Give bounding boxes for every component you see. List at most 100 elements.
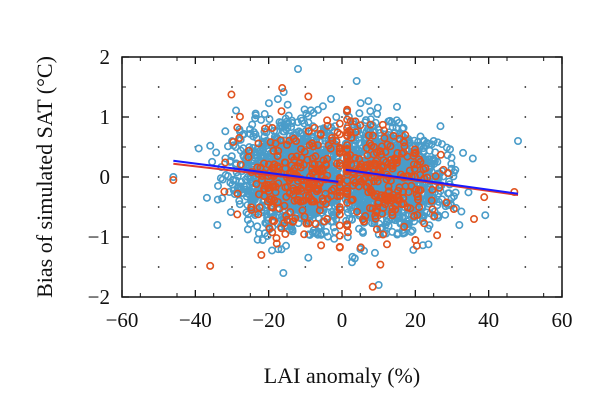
red-point xyxy=(280,158,289,167)
grid-dot xyxy=(231,86,233,88)
blue-point xyxy=(243,225,252,234)
red-point xyxy=(411,148,420,157)
red-point xyxy=(335,147,344,156)
red-point xyxy=(381,148,390,157)
blue-point xyxy=(246,196,255,205)
red-point xyxy=(314,185,323,194)
red-point xyxy=(247,203,256,212)
red-point xyxy=(220,187,229,196)
blue-point xyxy=(277,245,286,254)
blue-point xyxy=(232,106,241,115)
red-point xyxy=(369,131,378,140)
red-point xyxy=(289,186,298,195)
red-point xyxy=(389,131,398,140)
red-point xyxy=(381,200,390,209)
blue-point xyxy=(451,188,460,197)
red-point xyxy=(391,205,400,214)
blue-point xyxy=(348,252,357,261)
x-tick-label: 20 xyxy=(405,308,426,332)
blue-point xyxy=(424,240,433,249)
grid-dot xyxy=(524,236,527,238)
blue-point xyxy=(352,77,361,86)
red-point xyxy=(283,140,292,149)
grid-dot xyxy=(451,236,453,238)
red-point xyxy=(311,219,320,228)
grid-dot xyxy=(194,236,197,238)
grid-dot xyxy=(487,116,490,118)
blue-point xyxy=(206,141,215,150)
blue-point xyxy=(384,117,393,126)
y-axis-title: Bias of simulated SAT (°C) xyxy=(32,56,57,298)
blue-point xyxy=(260,110,269,119)
blue-point xyxy=(283,100,292,109)
blue-point xyxy=(226,178,235,187)
y-tick-label: −2 xyxy=(88,285,110,309)
red-point xyxy=(335,205,344,214)
red-point xyxy=(428,205,437,214)
red-point xyxy=(317,241,326,250)
blue-point xyxy=(384,221,393,230)
grid-dot xyxy=(267,86,270,88)
red-point xyxy=(343,153,352,162)
blue-point xyxy=(213,195,222,204)
red-point xyxy=(327,186,336,195)
red-point xyxy=(274,147,283,156)
red-point xyxy=(335,221,344,230)
red-point xyxy=(410,145,419,154)
red-point xyxy=(304,92,313,101)
red-point xyxy=(305,141,314,150)
blue-point xyxy=(279,88,288,97)
blue-point xyxy=(366,107,375,116)
red-point xyxy=(335,231,344,240)
red-point xyxy=(268,228,277,237)
grid-dot xyxy=(157,86,160,88)
blue-point xyxy=(253,222,262,231)
red-point xyxy=(266,138,275,147)
red-point xyxy=(261,124,270,133)
blue-point xyxy=(351,141,360,150)
y-tick-label: 2 xyxy=(100,45,111,69)
red-point xyxy=(300,196,309,205)
blue-point xyxy=(246,186,255,195)
red-point xyxy=(343,107,352,116)
red-point xyxy=(372,190,381,199)
red-point xyxy=(391,201,400,210)
red-point xyxy=(372,225,381,234)
blue-point xyxy=(370,248,379,257)
red-point xyxy=(415,203,424,212)
red-point xyxy=(297,187,306,196)
grid-dot xyxy=(304,266,307,268)
blue-point xyxy=(251,109,260,118)
grid-dot xyxy=(194,176,197,178)
red-point xyxy=(335,242,344,251)
grid-dot xyxy=(524,116,527,118)
red-point xyxy=(368,282,377,291)
x-tick-label: −60 xyxy=(106,308,139,332)
blue-point xyxy=(228,180,237,189)
red-point xyxy=(252,180,261,189)
red-point xyxy=(221,158,230,167)
red-point xyxy=(356,121,365,130)
red-point xyxy=(308,168,317,177)
red-point xyxy=(379,230,388,239)
blue-point xyxy=(297,129,306,138)
grid-dot xyxy=(414,116,417,118)
blue-point xyxy=(400,160,409,169)
grid-dot xyxy=(524,176,527,178)
blue-point xyxy=(425,185,434,194)
blue-point xyxy=(309,147,318,156)
blue-point xyxy=(419,147,428,156)
red-point xyxy=(369,150,378,159)
grid-dot xyxy=(157,236,160,238)
red-point xyxy=(310,123,319,132)
red-point xyxy=(442,198,451,207)
red-point xyxy=(270,217,279,226)
red-point xyxy=(427,196,436,205)
blue-point xyxy=(513,137,522,146)
blue-point xyxy=(235,200,244,209)
red-point xyxy=(374,197,383,206)
fit-line-2 xyxy=(345,170,519,196)
blue-point xyxy=(468,154,477,163)
x-tick-label: 0 xyxy=(337,308,348,332)
red-point xyxy=(401,131,410,140)
